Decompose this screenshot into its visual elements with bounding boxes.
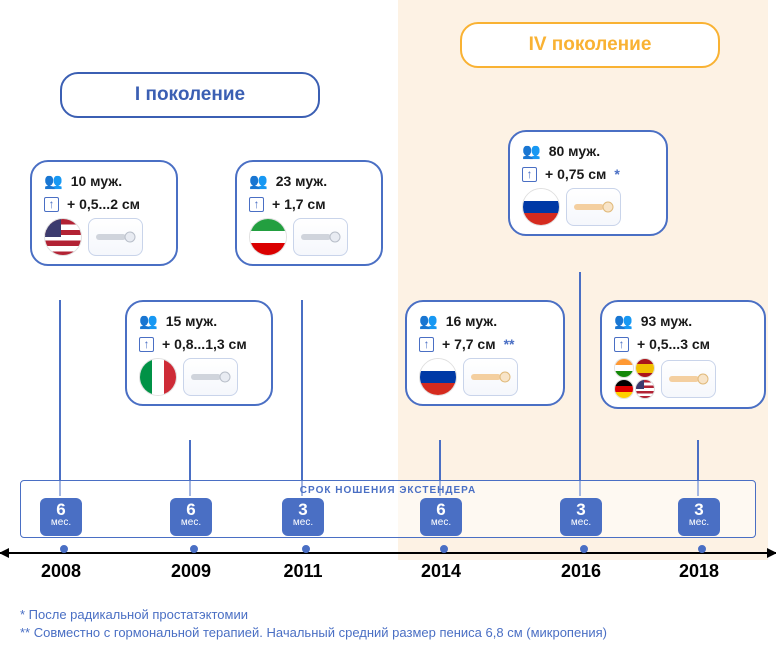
arrow-up-icon: ↑ [522, 167, 537, 182]
flag-russia-icon [419, 358, 457, 396]
flag-usa-icon [44, 218, 82, 256]
duration-badge: 6мес. [420, 498, 462, 536]
gain-value: + 7,7 см [442, 336, 496, 352]
men-count: 10 муж. [71, 173, 122, 189]
people-icon: 👥 [419, 312, 438, 330]
people-icon: 👥 [522, 142, 541, 160]
flag-multi-icon [614, 358, 655, 399]
study-card-2018: 👥 93 муж. ↑ + 0,5...3 см [600, 300, 766, 409]
gain-value: + 0,8...1,3 см [162, 336, 247, 352]
timeline-tick: 2014 [440, 545, 442, 555]
duration-badge: 6мес. [40, 498, 82, 536]
device-icon [463, 358, 518, 396]
device-icon [88, 218, 143, 256]
connector-2016 [579, 272, 581, 496]
timeline-tick: 2018 [698, 545, 700, 555]
study-card-2008: 👥 10 муж. ↑ + 0,5...2 см [30, 160, 178, 266]
gain-value: + 0,5...2 см [67, 196, 140, 212]
gen4-background [398, 0, 768, 560]
timeline-tick: 2008 [60, 545, 62, 555]
study-card-2009: 👥 15 муж. ↑ + 0,8...1,3 см [125, 300, 273, 406]
duration-badge: 3мес. [560, 498, 602, 536]
men-count: 80 муж. [549, 143, 600, 159]
gain-value: + 0,75 см [545, 166, 606, 182]
arrow-up-icon: ↑ [249, 197, 264, 212]
study-card-2011: 👥 23 муж. ↑ + 1,7 см [235, 160, 383, 266]
timeline-tick: 2016 [580, 545, 582, 555]
study-card-2016: 👥 80 муж. ↑ + 0,75 см * [508, 130, 668, 236]
timeline-container: СРОК НОШЕНИЯ ЭКСТЕНДЕРА 6мес. 6мес. 3мес. 6… [20, 480, 756, 538]
duration-badge: 3мес. [678, 498, 720, 536]
timeline-box: СРОК НОШЕНИЯ ЭКСТЕНДЕРА 6мес. 6мес. 3мес. 6… [20, 480, 756, 538]
flag-russia-icon [522, 188, 560, 226]
footnote-marker: ** [504, 336, 515, 352]
device-icon [661, 360, 716, 398]
duration-badge: 3мес. [282, 498, 324, 536]
device-icon [293, 218, 348, 256]
footnotes: * После радикальной простатэктомии ** Со… [20, 606, 607, 642]
timeline-tick: 2009 [190, 545, 192, 555]
study-card-2014: 👥 16 муж. ↑ + 7,7 см ** [405, 300, 565, 406]
generation-1-label: I поколение [60, 72, 320, 118]
gain-value: + 0,5...3 см [637, 336, 710, 352]
device-icon [566, 188, 621, 226]
men-count: 93 муж. [641, 313, 692, 329]
people-icon: 👥 [139, 312, 158, 330]
generation-4-label: IV поколение [460, 22, 720, 68]
men-count: 16 муж. [446, 313, 497, 329]
arrow-up-icon: ↑ [139, 337, 154, 352]
men-count: 23 муж. [276, 173, 327, 189]
connector-2011 [301, 300, 303, 496]
flag-iran-icon [249, 218, 287, 256]
people-icon: 👥 [614, 312, 633, 330]
footnote-2: ** Совместно с гормональной терапией. На… [20, 624, 607, 642]
footnote-marker: * [614, 166, 619, 182]
connector-2008 [59, 300, 61, 496]
people-icon: 👥 [249, 172, 268, 190]
flag-italy-icon [139, 358, 177, 396]
footnote-1: * После радикальной простатэктомии [20, 606, 607, 624]
arrow-up-icon: ↑ [44, 197, 59, 212]
gain-value: + 1,7 см [272, 196, 326, 212]
duration-badge: 6мес. [170, 498, 212, 536]
people-icon: 👥 [44, 172, 63, 190]
device-icon [183, 358, 238, 396]
timeline-title: СРОК НОШЕНИЯ ЭКСТЕНДЕРА [300, 485, 476, 496]
arrow-up-icon: ↑ [419, 337, 434, 352]
timeline-tick: 2011 [302, 545, 304, 555]
timeline-axis [0, 552, 776, 554]
arrow-up-icon: ↑ [614, 337, 629, 352]
men-count: 15 муж. [166, 313, 217, 329]
